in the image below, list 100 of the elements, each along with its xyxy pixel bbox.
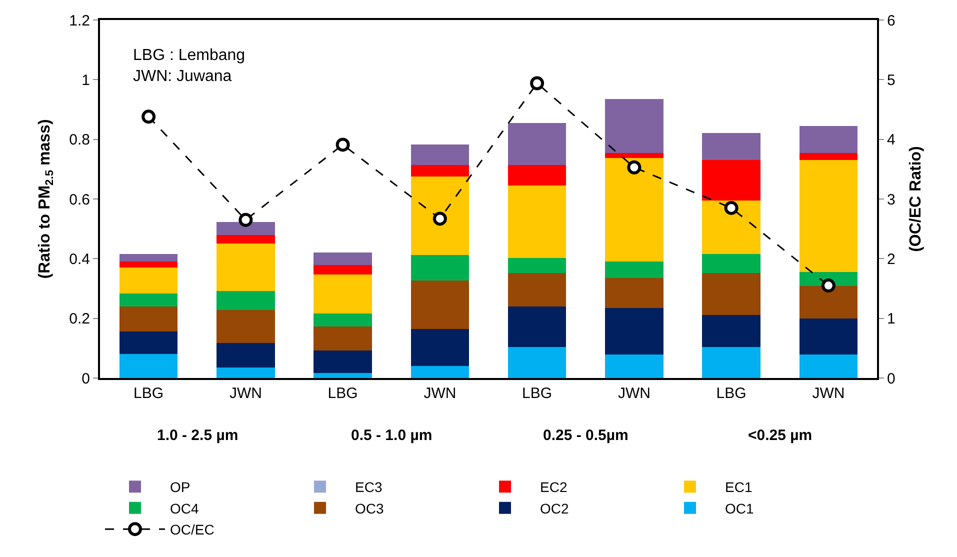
bar — [216, 222, 275, 235]
y-tick-label: 1.2 — [69, 12, 90, 30]
x-tick-label: JWN — [812, 385, 845, 402]
bar — [119, 354, 178, 378]
bar — [799, 126, 858, 154]
legend-label: OC4 — [170, 500, 199, 516]
bar — [314, 252, 372, 266]
bar — [119, 306, 178, 332]
bar — [702, 272, 760, 316]
legend-label: OC3 — [355, 500, 384, 516]
point — [530, 76, 544, 90]
legend-label: OP — [170, 479, 190, 496]
point — [336, 138, 350, 152]
y2-tick-label: 3 — [887, 191, 896, 208]
y2-axis-title: (OC/EC Ratio) — [908, 146, 925, 252]
bar — [119, 268, 178, 294]
bar — [605, 98, 664, 154]
y2-tick-label: 5 — [887, 72, 896, 89]
bar — [119, 294, 178, 306]
text: 0.5 - 1.0 µm — [351, 427, 432, 444]
y-tick-label: 0.4 — [69, 250, 90, 268]
bar — [508, 122, 566, 165]
point — [724, 200, 738, 215]
y2-tick-label: 6 — [887, 12, 896, 30]
bar — [605, 158, 664, 262]
x-tick-label: LBG — [522, 385, 552, 402]
y-tick-label: 0.8 — [69, 132, 90, 149]
x-tick-label: LBG — [328, 385, 358, 402]
bar — [216, 368, 275, 378]
bar — [605, 278, 664, 308]
legend-label: EC3 — [355, 479, 382, 496]
bar — [216, 290, 275, 310]
y-tick-label: 1 — [82, 72, 90, 89]
bar — [799, 153, 858, 160]
text: 0.25 - 0.5µm — [543, 427, 628, 444]
bar — [508, 186, 566, 258]
bar — [508, 272, 566, 306]
legend-label: EC2 — [540, 479, 568, 496]
bar — [410, 164, 470, 176]
y2-tick-label: 0 — [887, 370, 896, 388]
bar — [508, 258, 566, 273]
bar — [314, 274, 372, 314]
bar — [216, 310, 275, 343]
y-tick-label: 0.2 — [69, 310, 90, 328]
x-tick-label: LBG — [716, 385, 746, 402]
bar — [216, 342, 275, 368]
text: 1.0 - 2.5 µm — [157, 427, 238, 444]
bar — [314, 350, 372, 373]
bar — [605, 308, 664, 355]
bar — [605, 354, 664, 378]
bar — [410, 366, 470, 378]
point — [432, 212, 447, 226]
bar — [508, 346, 566, 378]
bar — [799, 286, 858, 319]
bar — [410, 144, 470, 165]
annotation: LBG : Lembang JWN: Juwana — [133, 47, 246, 85]
bar — [119, 254, 178, 262]
bar — [702, 315, 760, 347]
bar — [508, 306, 566, 347]
bar — [702, 200, 760, 254]
y2-tick-label: 2 — [887, 250, 896, 268]
bar — [702, 346, 760, 378]
bar — [799, 160, 858, 272]
bar — [314, 326, 372, 351]
legend-label: OC2 — [540, 500, 569, 516]
y-tick-label: 0.6 — [69, 191, 90, 208]
point — [627, 160, 642, 174]
bar — [119, 331, 178, 354]
point — [238, 212, 253, 227]
legend-label: OC/EC — [170, 522, 214, 538]
legend-label: OC1 — [725, 500, 754, 516]
x-tick-label: JWN — [618, 385, 650, 402]
legend-label: EC1 — [725, 479, 752, 496]
bar — [119, 262, 178, 268]
bar — [314, 372, 372, 378]
x-tick-label: JWN — [424, 385, 456, 402]
bar — [216, 243, 275, 291]
bar — [314, 265, 372, 274]
x-tick-label: LBG — [134, 385, 164, 402]
bar — [508, 164, 566, 186]
bar — [314, 313, 372, 326]
bar — [702, 133, 760, 160]
bar — [410, 176, 470, 255]
y2-tick-label: 4 — [887, 132, 896, 149]
bar — [799, 354, 858, 378]
bar — [410, 280, 470, 329]
bar — [605, 262, 664, 278]
bar — [410, 254, 470, 280]
bar — [702, 160, 760, 200]
bar — [799, 318, 858, 355]
point — [821, 278, 836, 293]
point — [142, 110, 156, 124]
x-tick-label: JWN — [229, 385, 262, 402]
bar — [605, 153, 664, 158]
bar — [702, 254, 760, 273]
bar — [410, 328, 470, 366]
bar — [216, 234, 275, 244]
text: <0.25 µm — [748, 427, 812, 444]
y-tick-label: 0 — [82, 370, 90, 388]
y2-tick-label: 1 — [887, 310, 896, 328]
